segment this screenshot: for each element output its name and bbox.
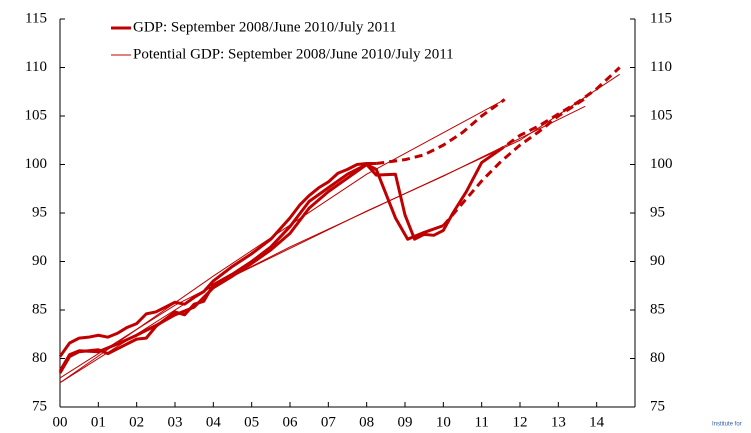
watermark: Institute for <box>712 422 742 428</box>
y2-tick-label: 95 <box>650 204 665 220</box>
y2-tick-label: 80 <box>650 350 665 366</box>
y-tick-label: 90 <box>32 253 47 269</box>
x-tick-label: 10 <box>436 414 451 430</box>
x-tick-label: 05 <box>244 414 259 430</box>
x-tick-label: 08 <box>359 414 374 430</box>
y-tick-label: 80 <box>32 350 47 366</box>
series-line <box>58 163 444 374</box>
y2-tick-label: 110 <box>650 59 672 75</box>
y2-tick-label: 90 <box>650 253 665 269</box>
x-tick-label: 11 <box>474 414 488 430</box>
series-line <box>496 66 621 154</box>
series-line <box>59 73 620 379</box>
y2-tick-label: 100 <box>650 156 673 172</box>
y-tick-label: 115 <box>25 10 47 26</box>
x-tick-label: 00 <box>53 414 68 430</box>
y2-tick-label: 85 <box>650 301 665 317</box>
x-tick-label: 03 <box>168 414 183 430</box>
x-tick-label: 04 <box>206 414 222 430</box>
x-tick-label: 09 <box>398 414 413 430</box>
legend-label: GDP: September 2008/June 2010/July 2011 <box>133 19 397 35</box>
y2-tick-label: 75 <box>650 398 665 414</box>
y-tick-label: 100 <box>25 156 48 172</box>
y-tick-label: 105 <box>25 107 48 123</box>
legend-label: Potential GDP: September 2008/June 2010/… <box>133 46 454 62</box>
series-line <box>59 105 586 384</box>
x-tick-label: 01 <box>91 414 106 430</box>
series-line <box>376 98 506 166</box>
x-tick-label: 13 <box>551 414 566 430</box>
series-line <box>442 97 586 227</box>
y-tick-label: 110 <box>25 59 47 75</box>
x-tick-label: 14 <box>589 414 605 430</box>
x-tick-label: 06 <box>283 414 299 430</box>
x-tick-label: 02 <box>129 414 144 430</box>
y2-tick-label: 105 <box>650 107 673 123</box>
x-tick-label: 12 <box>513 414 528 430</box>
y-tick-label: 95 <box>32 204 47 220</box>
y-tick-label: 75 <box>32 398 47 414</box>
series-line <box>58 150 498 372</box>
y-tick-label: 85 <box>32 301 47 317</box>
x-tick-label: 07 <box>321 414 337 430</box>
y2-tick-label: 115 <box>650 10 672 26</box>
